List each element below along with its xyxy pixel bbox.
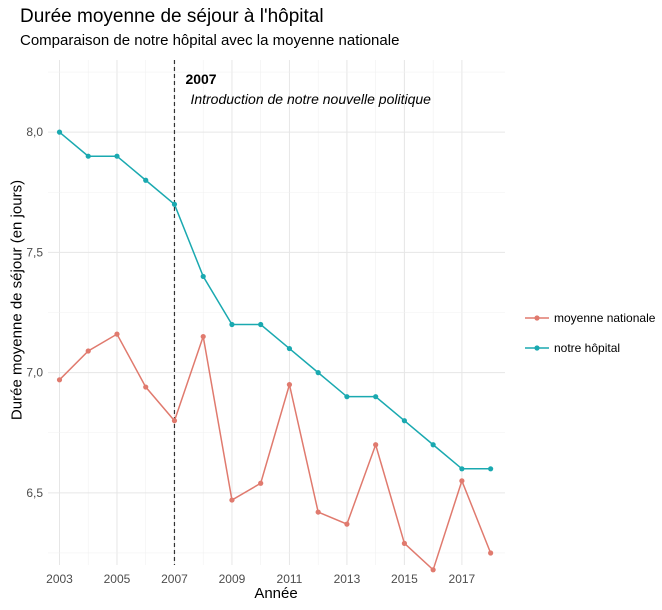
x-tick-label: 2009 (219, 572, 246, 586)
data-point (258, 480, 264, 486)
data-point (459, 478, 465, 484)
data-point (459, 466, 465, 472)
x-tick-label: 2013 (334, 572, 361, 586)
data-point (171, 201, 178, 207)
data-point (85, 348, 91, 354)
data-point (286, 345, 293, 352)
annotation-text: Introduction de notre nouvelle politique (190, 91, 431, 107)
data-point (315, 509, 321, 515)
legend-key (525, 345, 549, 351)
data-point (258, 321, 264, 328)
chart-subtitle: Comparaison de notre hôpital avec la moy… (20, 32, 400, 49)
data-point (344, 394, 350, 400)
series-line-0 (58, 333, 492, 572)
x-tick-label: 2015 (391, 572, 418, 586)
x-tick-label: 2005 (104, 572, 131, 586)
data-point (430, 567, 436, 573)
y-tick-label: 8,0 (26, 125, 43, 139)
data-point (315, 370, 321, 376)
y-axis-label: Durée moyenne de séjour (en jours) (8, 179, 26, 421)
legend: moyenne nationale notre hôpital (522, 303, 655, 363)
data-point (373, 442, 379, 448)
legend-key-point (534, 345, 540, 351)
data-point (488, 550, 494, 556)
data-point (430, 442, 436, 448)
data-point (488, 466, 494, 472)
legend-label: notre hôpital (554, 341, 621, 355)
data-point (286, 382, 293, 388)
x-axis-label: Année (254, 585, 298, 602)
data-point (229, 321, 235, 328)
y-tick-label: 6,5 (26, 486, 43, 500)
annotation-year: 2007 (185, 71, 216, 87)
data-point (114, 153, 120, 159)
data-point (56, 129, 63, 135)
legend-key-point (534, 315, 540, 321)
data-point (143, 177, 149, 183)
x-tick-label: 2011 (277, 572, 303, 586)
x-tick-label: 2007 (161, 572, 188, 586)
chart-title: Durée moyenne de séjour à l'hôpital (20, 6, 324, 27)
data-point (85, 153, 91, 159)
data-point (143, 384, 149, 390)
data-point (114, 331, 120, 337)
data-point (344, 521, 350, 527)
y-tick-label: 7,5 (26, 245, 43, 259)
series-line-1 (59, 131, 491, 470)
data-point (200, 273, 206, 280)
data-point (56, 377, 63, 383)
legend-item: notre hôpital (522, 333, 655, 363)
data-point (401, 418, 408, 424)
data-point (171, 418, 178, 424)
data-point (401, 540, 408, 546)
data-point (229, 497, 235, 503)
data-point (373, 394, 379, 400)
legend-item: moyenne nationale (522, 303, 655, 333)
x-tick-label: 2003 (46, 572, 73, 586)
legend-key (525, 315, 549, 321)
legend-label: moyenne nationale (554, 311, 656, 325)
x-tick-label: 2017 (449, 572, 476, 586)
data-point (200, 333, 206, 340)
y-tick-label: 7,0 (26, 366, 43, 380)
